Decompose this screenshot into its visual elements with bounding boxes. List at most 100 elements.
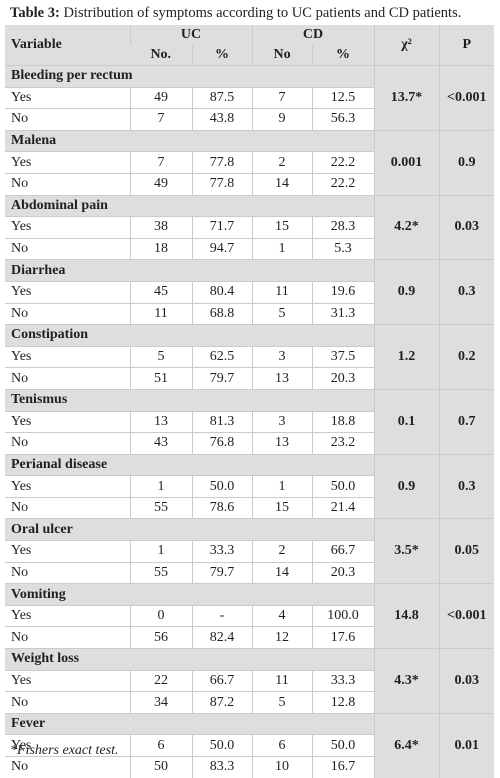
data-row: No 55 79.7 14 20.3 <box>5 561 494 584</box>
data-row: Yes 22 66.7 11 33.3 <box>5 669 494 692</box>
chi-square-value: 4.3* <box>373 648 440 714</box>
data-row: Yes 7 77.8 2 22.2 <box>5 151 494 174</box>
data-row: Yes 1 50.0 1 50.0 <box>5 475 494 498</box>
uc-percent: 79.7 <box>191 367 253 390</box>
chi-square-value: 0.001 <box>373 129 440 196</box>
p-value: 0.05 <box>438 518 495 584</box>
cd-percent: 33.3 <box>311 669 375 692</box>
row-label: No <box>5 172 130 196</box>
cd-count: 10 <box>251 755 313 778</box>
uc-count: 5 <box>129 345 192 368</box>
data-row: No 18 94.7 1 5.3 <box>5 237 494 260</box>
cd-count: 3 <box>251 345 313 368</box>
row-label: No <box>5 691 130 714</box>
row-label: Yes <box>5 151 130 174</box>
symptom-group-row: Vomiting 14.8 <0.001 <box>5 583 495 649</box>
row-label: No <box>5 755 130 778</box>
row-label: No <box>5 432 130 455</box>
cd-percent: 20.3 <box>311 367 375 390</box>
header-variable: Variable <box>5 25 130 66</box>
chi-square-value: 0.9 <box>373 259 440 325</box>
data-row: Yes 1 33.3 2 66.7 <box>5 540 494 563</box>
uc-count: 56 <box>129 626 192 649</box>
cd-percent: 16.7 <box>311 755 375 778</box>
p-value: 0.03 <box>438 648 495 714</box>
uc-percent: 87.2 <box>191 691 253 714</box>
cd-percent: 18.8 <box>311 410 375 433</box>
symptom-name: Bleeding per rectum <box>5 65 375 88</box>
table-caption-label: Table 3: <box>10 5 60 21</box>
header-uc: UC <box>129 25 253 45</box>
cd-count: 14 <box>251 561 313 584</box>
chi-square-value: 0.9 <box>373 453 440 519</box>
p-value: <0.001 <box>438 65 495 131</box>
uc-percent: 33.3 <box>191 540 253 563</box>
data-row: No 56 82.4 12 17.6 <box>5 626 494 649</box>
row-label: No <box>5 108 130 131</box>
uc-count: 0 <box>129 604 192 627</box>
cd-percent: 12.5 <box>311 86 375 109</box>
uc-count: 1 <box>129 540 192 563</box>
uc-count: 13 <box>129 410 192 433</box>
uc-percent: 71.7 <box>191 216 253 239</box>
p-value: 0.9 <box>438 129 495 196</box>
p-value: 0.7 <box>438 388 495 455</box>
cd-percent: 17.6 <box>311 626 375 649</box>
symptom-group-row: Abdominal pain 4.2* 0.03 <box>5 194 495 260</box>
row-label: Yes <box>5 410 130 433</box>
data-row: No 7 43.8 9 56.3 <box>5 108 494 131</box>
data-row: Yes 6 50.0 6 50.0 <box>5 734 494 757</box>
data-row: Yes 13 81.3 3 18.8 <box>5 410 494 433</box>
uc-percent: 82.4 <box>191 626 253 649</box>
symptom-group-row: Oral ulcer 3.5* 0.05 <box>5 518 495 584</box>
chi-square-value: 1.2 <box>373 324 440 390</box>
table-body: Bleeding per rectum 13.7* <0.001 Yes 49 87.5 7… <box>5 65 495 778</box>
row-label: Yes <box>5 280 130 304</box>
uc-count: 50 <box>129 755 192 778</box>
cd-percent: 37.5 <box>311 345 375 368</box>
uc-percent: 76.8 <box>191 432 253 455</box>
uc-count: 18 <box>129 237 192 260</box>
row-label: No <box>5 626 130 649</box>
header-row-1: Variable UC CD χ² P <box>5 25 495 66</box>
cd-count: 9 <box>251 108 313 131</box>
cd-count: 5 <box>251 302 313 325</box>
uc-count: 51 <box>129 367 192 390</box>
symptom-group-row: Constipation 1.2 0.2 <box>5 324 495 390</box>
chi-square-value: 6.4* <box>373 712 440 778</box>
row-label: No <box>5 237 130 260</box>
uc-count: 49 <box>129 172 192 196</box>
symptom-name: Abdominal pain <box>5 194 375 217</box>
chi-square-value: 4.2* <box>373 194 440 260</box>
data-row: No 49 77.8 14 22.2 <box>5 172 494 196</box>
uc-percent: 43.8 <box>191 108 253 131</box>
cd-percent: 66.7 <box>311 540 375 563</box>
data-row: No 43 76.8 13 23.2 <box>5 432 494 455</box>
uc-count: 45 <box>129 280 192 304</box>
cd-count: 12 <box>251 626 313 649</box>
header-uc-no: No. <box>130 45 192 66</box>
uc-count: 22 <box>129 669 192 692</box>
uc-percent: 50.0 <box>191 734 253 757</box>
symptom-name: Oral ulcer <box>5 518 375 541</box>
chi-square-value: 0.1 <box>373 388 440 455</box>
cd-percent: 28.3 <box>311 216 375 239</box>
uc-count: 6 <box>129 734 192 757</box>
table-caption-text: Distribution of symptoms according to UC… <box>59 5 462 21</box>
symptom-group-row: Tenismus 0.1 0.7 <box>5 388 495 455</box>
uc-count: 7 <box>129 108 192 131</box>
row-label: No <box>5 367 130 390</box>
uc-percent: 80.4 <box>191 280 253 304</box>
row-label: Yes <box>5 540 130 563</box>
symptom-name: Malena <box>5 129 375 152</box>
cd-percent: 56.3 <box>311 108 375 131</box>
cd-percent: 31.3 <box>311 302 375 325</box>
symptoms-table: Variable UC CD χ² P No. % No % Bleeding … <box>5 25 495 778</box>
uc-count: 7 <box>129 151 192 174</box>
symptom-group-row: Diarrhea 0.9 0.3 <box>5 259 495 325</box>
header-p-value: P <box>438 25 495 66</box>
header-chi-square: χ² <box>373 25 440 66</box>
chi-square-value: 14.8 <box>373 583 440 649</box>
uc-count: 55 <box>129 561 192 584</box>
